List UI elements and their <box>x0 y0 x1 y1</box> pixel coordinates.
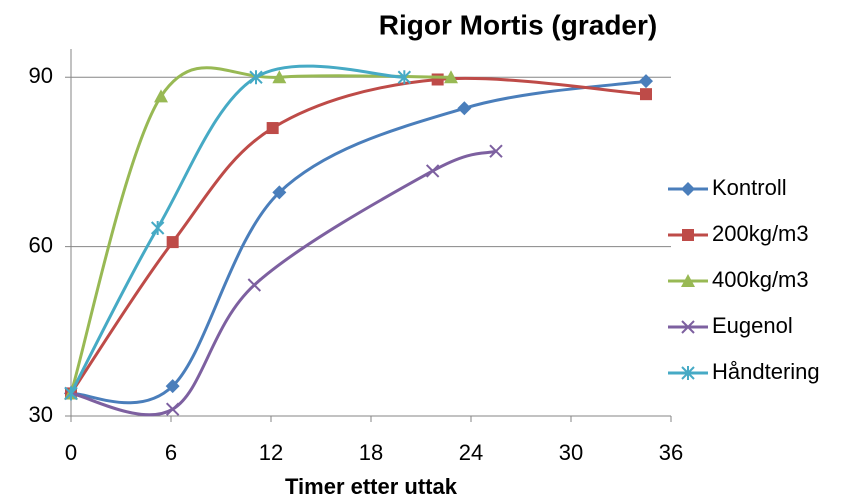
data-point <box>165 402 180 416</box>
series-line <box>69 76 647 395</box>
y-tick-label: 60 <box>29 232 53 257</box>
data-point <box>272 70 287 84</box>
data-point <box>444 70 458 84</box>
legend-marker <box>681 366 695 380</box>
x-tick-label: 18 <box>359 440 383 465</box>
y-tick-label: 30 <box>29 402 53 427</box>
x-axis-label: Timer etter uttak <box>285 474 458 499</box>
legend-label: 400kg/m3 <box>712 267 809 292</box>
data-point <box>166 236 179 249</box>
data-point <box>397 70 412 85</box>
legend-marker <box>681 320 695 334</box>
legend-marker <box>681 182 695 196</box>
legend-marker <box>681 274 695 287</box>
series-line <box>70 79 647 405</box>
y-tick-label: 90 <box>29 63 53 88</box>
legend-label: Håndtering <box>712 359 820 384</box>
x-tick-label: 6 <box>165 440 177 465</box>
data-point <box>154 89 168 103</box>
data-point <box>64 386 78 401</box>
series-line <box>69 64 405 395</box>
data-point <box>247 278 262 292</box>
data-point <box>425 164 440 178</box>
x-tick-label: 0 <box>65 440 77 465</box>
data-point <box>457 101 472 116</box>
legend-label: 200kg/m3 <box>712 221 809 246</box>
x-tick-label: 30 <box>559 440 583 465</box>
legend-label: Eugenol <box>712 313 793 338</box>
data-point <box>272 185 287 200</box>
x-tick-label: 24 <box>459 440 483 465</box>
legend-label: Kontroll <box>712 175 787 200</box>
chart-title: Rigor Mortis (grader) <box>379 9 657 40</box>
data-point <box>266 122 279 135</box>
data-point <box>431 73 444 86</box>
data-point <box>249 70 263 85</box>
data-point <box>489 144 503 158</box>
data-point <box>150 220 165 235</box>
legend-marker <box>682 229 694 241</box>
data-point <box>165 379 180 394</box>
data-point <box>639 74 653 89</box>
data-point <box>640 88 652 101</box>
x-tick-label: 12 <box>259 440 283 465</box>
x-tick-label: 36 <box>659 440 683 465</box>
series-line <box>69 66 452 394</box>
